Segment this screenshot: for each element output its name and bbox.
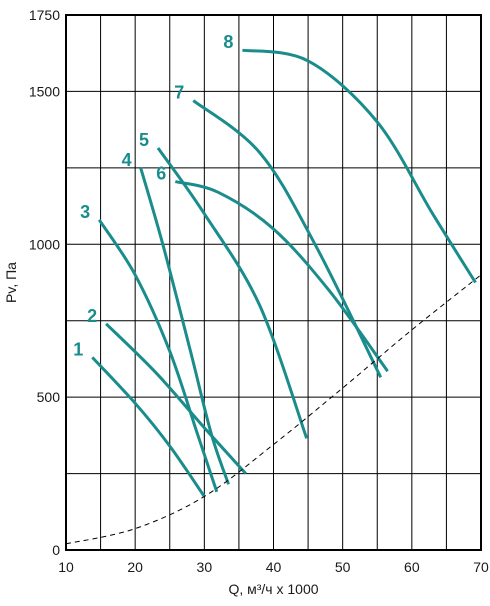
curve-label-7: 7 <box>174 83 184 103</box>
fan-curve-2 <box>105 322 247 475</box>
series-group <box>65 48 482 545</box>
x-tick-label: 30 <box>197 559 213 575</box>
plot-frame <box>65 14 482 551</box>
fan-curve-4 <box>139 167 230 485</box>
curve-label-4: 4 <box>122 150 132 170</box>
x-tick-label: 60 <box>404 559 420 575</box>
y-tick-label: 1000 <box>29 236 60 252</box>
fan-curve-8 <box>242 48 477 284</box>
x-tick-label: 20 <box>127 559 143 575</box>
x-tick-label: 70 <box>473 559 489 575</box>
x-tick-label: 10 <box>58 559 74 575</box>
curve-label-6: 6 <box>156 164 166 184</box>
x-tick-label: 40 <box>266 559 282 575</box>
grid <box>66 15 481 550</box>
fan-curve-1 <box>91 356 206 498</box>
fan-curve-5 <box>156 147 309 439</box>
y-tick-label: 0 <box>52 542 60 558</box>
x-axis-label: Q, м³/ч x 1000 <box>228 581 318 597</box>
y-axis-label: Pv, Па <box>3 262 19 303</box>
fan-curve-3 <box>97 218 219 493</box>
curve-label-2: 2 <box>87 306 97 326</box>
curve-label-1: 1 <box>73 339 83 359</box>
curve-label-5: 5 <box>139 130 149 150</box>
series-labels: 12 3 456 7 8 <box>73 32 233 359</box>
curve-label-3: 3 <box>80 202 90 222</box>
y-tick-label: 1500 <box>29 83 60 99</box>
y-tick-label: 500 <box>37 389 61 405</box>
x-tick-label: 50 <box>335 559 351 575</box>
y-tick-label: 1750 <box>29 7 60 23</box>
fan-curve-7 <box>192 99 383 378</box>
tick-labels: 10 20 30 40 50 60 70 0 500 1000 1500 1750 <box>29 7 489 575</box>
curve-label-8: 8 <box>223 32 233 52</box>
fan-curve-6 <box>174 180 389 373</box>
